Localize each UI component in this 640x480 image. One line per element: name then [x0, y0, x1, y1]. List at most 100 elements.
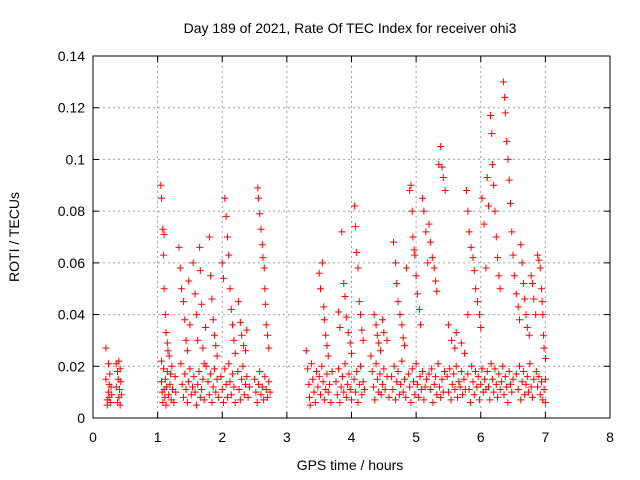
y-tick-label: 0.1 — [66, 151, 86, 167]
data-point — [348, 396, 355, 404]
data-point — [425, 370, 433, 378]
data-point — [448, 336, 456, 344]
data-point — [469, 254, 477, 262]
y-tick-labels: 0 0.02 0.04 0.06 0.08 0.1 0.12 0.14 — [58, 48, 85, 426]
data-point — [412, 360, 420, 368]
data-point — [198, 386, 206, 394]
data-point — [324, 352, 332, 360]
data-point — [207, 272, 215, 280]
data-point — [309, 375, 317, 383]
data-point — [200, 396, 208, 404]
data-point — [506, 199, 514, 207]
data-point — [532, 367, 540, 375]
data-point — [235, 386, 243, 394]
data-point — [406, 186, 414, 194]
data-point — [410, 378, 418, 386]
data-point — [383, 336, 391, 344]
data-point — [422, 228, 430, 236]
data-point — [453, 393, 461, 401]
data-point — [189, 259, 197, 267]
data-point — [396, 311, 404, 319]
data-point — [208, 398, 216, 406]
data-point — [239, 362, 247, 370]
data-point — [417, 386, 425, 394]
data-point — [178, 380, 186, 388]
data-point — [213, 375, 221, 383]
data-point — [320, 303, 328, 311]
data-point — [212, 388, 220, 396]
data-point — [162, 401, 170, 409]
data-point — [318, 362, 326, 370]
data-point — [391, 259, 399, 267]
data-point — [432, 277, 440, 285]
data-point — [221, 365, 229, 373]
data-point — [459, 391, 467, 399]
data-point — [205, 233, 213, 241]
data-point — [251, 375, 259, 383]
data-point — [464, 370, 472, 378]
data-point — [413, 380, 421, 388]
data-point — [428, 254, 436, 262]
data-point — [475, 311, 483, 319]
data-point — [429, 398, 437, 406]
data-point — [467, 243, 475, 251]
data-point — [242, 347, 250, 355]
data-point — [491, 207, 499, 215]
data-point — [397, 380, 405, 388]
data-point — [320, 396, 328, 404]
data-point — [226, 285, 234, 293]
data-point — [254, 380, 262, 388]
data-point — [225, 251, 233, 259]
data-point — [242, 380, 250, 388]
data-point — [265, 344, 273, 352]
data-point — [223, 393, 231, 401]
data-point — [202, 362, 210, 370]
data-point — [496, 386, 504, 394]
data-point — [336, 398, 344, 406]
data-point — [160, 230, 168, 238]
data-point — [463, 186, 471, 194]
data-point — [158, 378, 166, 386]
data-point — [460, 375, 468, 383]
data-point — [344, 329, 352, 337]
data-point — [358, 391, 366, 399]
data-point — [388, 373, 396, 381]
data-point — [341, 292, 349, 300]
data-point — [514, 386, 522, 394]
data-point — [422, 375, 430, 383]
data-point — [536, 264, 544, 272]
data-point — [481, 375, 489, 383]
data-point — [222, 380, 230, 388]
data-point — [166, 380, 174, 388]
data-point — [170, 398, 178, 406]
data-point — [342, 393, 350, 401]
data-point — [409, 233, 417, 241]
data-point — [433, 287, 441, 295]
data-point — [117, 391, 125, 399]
data-point — [380, 365, 388, 373]
data-point — [527, 383, 535, 391]
data-point — [457, 367, 465, 375]
data-point — [162, 329, 170, 337]
data-point — [217, 373, 225, 381]
data-point — [371, 396, 379, 404]
data-point — [262, 386, 270, 394]
data-point — [424, 259, 432, 267]
data-point — [490, 388, 498, 396]
data-point — [344, 380, 352, 388]
data-point — [478, 365, 486, 373]
x-tick-label: 4 — [348, 429, 356, 445]
data-point — [485, 383, 493, 391]
data-point — [369, 383, 377, 391]
data-point — [263, 331, 271, 339]
data-point — [534, 251, 542, 259]
data-point — [209, 383, 217, 391]
data-point — [373, 375, 381, 383]
data-point — [499, 78, 507, 86]
data-point — [408, 365, 416, 373]
y-axis-label: ROTI / TECUs — [6, 192, 22, 282]
data-point — [306, 401, 314, 409]
data-point — [446, 365, 454, 373]
data-point — [499, 362, 507, 370]
